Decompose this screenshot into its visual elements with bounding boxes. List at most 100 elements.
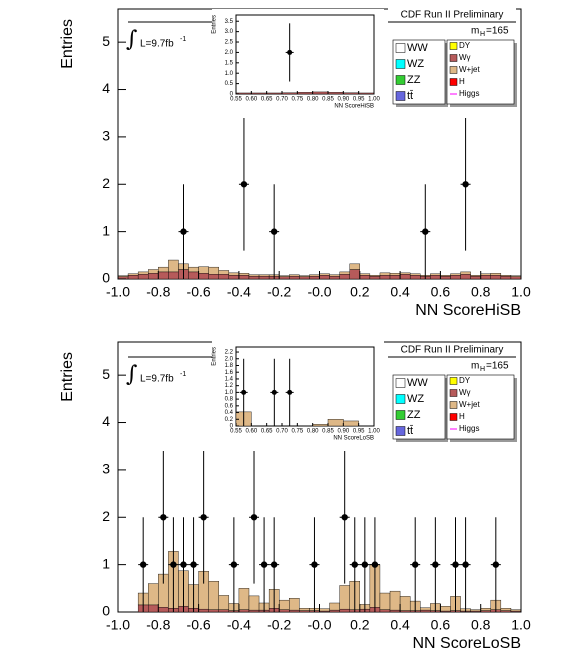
histogram-bar	[420, 609, 431, 613]
legend-label: Higgs	[459, 424, 479, 433]
histogram-bar	[198, 273, 209, 280]
histogram-bar	[389, 609, 401, 613]
histogram-bar	[343, 92, 359, 95]
data-point	[271, 389, 277, 395]
legend-label: WW	[407, 42, 428, 54]
x-tick-label: 0.85	[322, 429, 334, 435]
x-tick-label: 0.95	[353, 429, 365, 435]
y-tick-label: 2.0	[225, 50, 234, 56]
y-tick-label: 4	[102, 413, 110, 429]
data-point	[462, 181, 469, 188]
histogram-bar	[440, 275, 451, 277]
histogram-bar	[420, 607, 431, 611]
x-tick-label: -0.8	[146, 617, 170, 633]
y-tick-label: 2	[102, 175, 110, 191]
histogram-bar	[258, 274, 270, 277]
histogram-bar	[349, 263, 361, 270]
histogram-bar	[208, 266, 219, 275]
legend-label: tt̄	[407, 425, 413, 437]
histogram-bar	[480, 275, 491, 280]
y-tick-label: 1.5	[225, 60, 234, 66]
histogram-bar	[238, 275, 250, 280]
x-axis-label: NN ScoreHiSB	[334, 104, 374, 110]
x-tick-label: 1.0	[511, 617, 531, 633]
histogram-bar	[510, 609, 522, 612]
histogram-bar	[327, 419, 344, 427]
histogram-bar	[349, 269, 361, 280]
x-tick-label: -0.6	[187, 284, 211, 300]
histogram-bar	[480, 273, 491, 276]
x-tick-label: -0.4	[227, 617, 251, 633]
y-tick-label: 1.8	[225, 363, 234, 369]
histogram-bar	[329, 602, 340, 611]
histogram-bar	[218, 274, 230, 280]
histogram-bar	[208, 609, 219, 613]
legend-swatch	[395, 410, 406, 420]
histogram-bar	[168, 259, 179, 273]
histogram-bar	[389, 273, 401, 276]
histogram-bar	[137, 271, 149, 275]
mass-sub: H	[480, 31, 485, 38]
histogram-bar	[389, 590, 401, 611]
data-point	[241, 389, 247, 395]
data-point	[170, 561, 177, 568]
x-axis-label: NN ScoreLoSB	[333, 436, 374, 442]
lumi-sup: -1	[180, 36, 186, 43]
y-tick-label: 2.0	[225, 356, 234, 362]
lumi: L=9.7fb	[140, 374, 174, 385]
histogram-bar	[389, 275, 401, 280]
y-tick-label: 1	[102, 555, 110, 571]
histogram-bar	[312, 424, 329, 427]
x-tick-label: 0.85	[322, 97, 334, 103]
data-point	[270, 561, 278, 568]
histogram-bar	[281, 92, 298, 95]
legend-label: H	[459, 77, 465, 86]
data-point	[371, 561, 379, 568]
histogram-bar	[339, 271, 350, 275]
y-tick-label: 0	[102, 270, 110, 286]
y-tick-label: 0.8	[225, 397, 234, 403]
histogram-bar	[117, 275, 129, 277]
legend-label: WW	[407, 377, 428, 389]
histogram-bar	[319, 608, 330, 612]
legend-swatch	[449, 42, 458, 50]
histogram-bar	[430, 273, 441, 276]
legend-label: DY	[459, 41, 471, 50]
legend-swatch	[449, 389, 458, 397]
histogram-bar	[450, 275, 461, 280]
legend-swatch	[395, 59, 406, 69]
mass-value: =165	[486, 361, 509, 372]
histogram-bar	[279, 609, 290, 613]
histogram-bar	[238, 273, 250, 276]
x-tick-label: 0.6	[431, 284, 451, 300]
histogram-bar	[480, 610, 491, 613]
x-tick-label: 0.2	[350, 284, 370, 300]
histogram-bar	[248, 595, 260, 611]
histogram-bar	[297, 92, 313, 95]
data-point	[452, 561, 459, 568]
histogram-bar	[309, 275, 320, 280]
data-point	[422, 228, 429, 235]
legend-swatch	[449, 54, 458, 62]
data-point	[270, 228, 278, 235]
y-tick-label: 2.2	[225, 350, 234, 356]
histogram-bar	[188, 271, 199, 280]
data-point	[200, 514, 207, 521]
legend-label: WZ	[407, 58, 424, 70]
histogram-bar	[299, 610, 310, 613]
histogram-bar	[258, 275, 270, 280]
lumi-symbol: ∫	[126, 362, 138, 387]
x-tick-label: -0.2	[267, 284, 291, 300]
histogram-bar	[440, 606, 451, 612]
histogram-bar	[470, 609, 481, 612]
y-tick-label: 0.6	[225, 403, 234, 409]
histogram-bar	[430, 275, 441, 280]
data-point	[260, 561, 268, 568]
x-axis-label: NN ScoreLoSB	[413, 635, 522, 652]
x-tick-label: 0.75	[291, 429, 303, 435]
histogram-bar	[248, 609, 260, 613]
x-tick-label: -0.0	[307, 617, 331, 633]
y-axis-label: Entries	[212, 347, 218, 366]
histogram-bar	[329, 609, 340, 613]
histogram-bar	[460, 274, 471, 280]
